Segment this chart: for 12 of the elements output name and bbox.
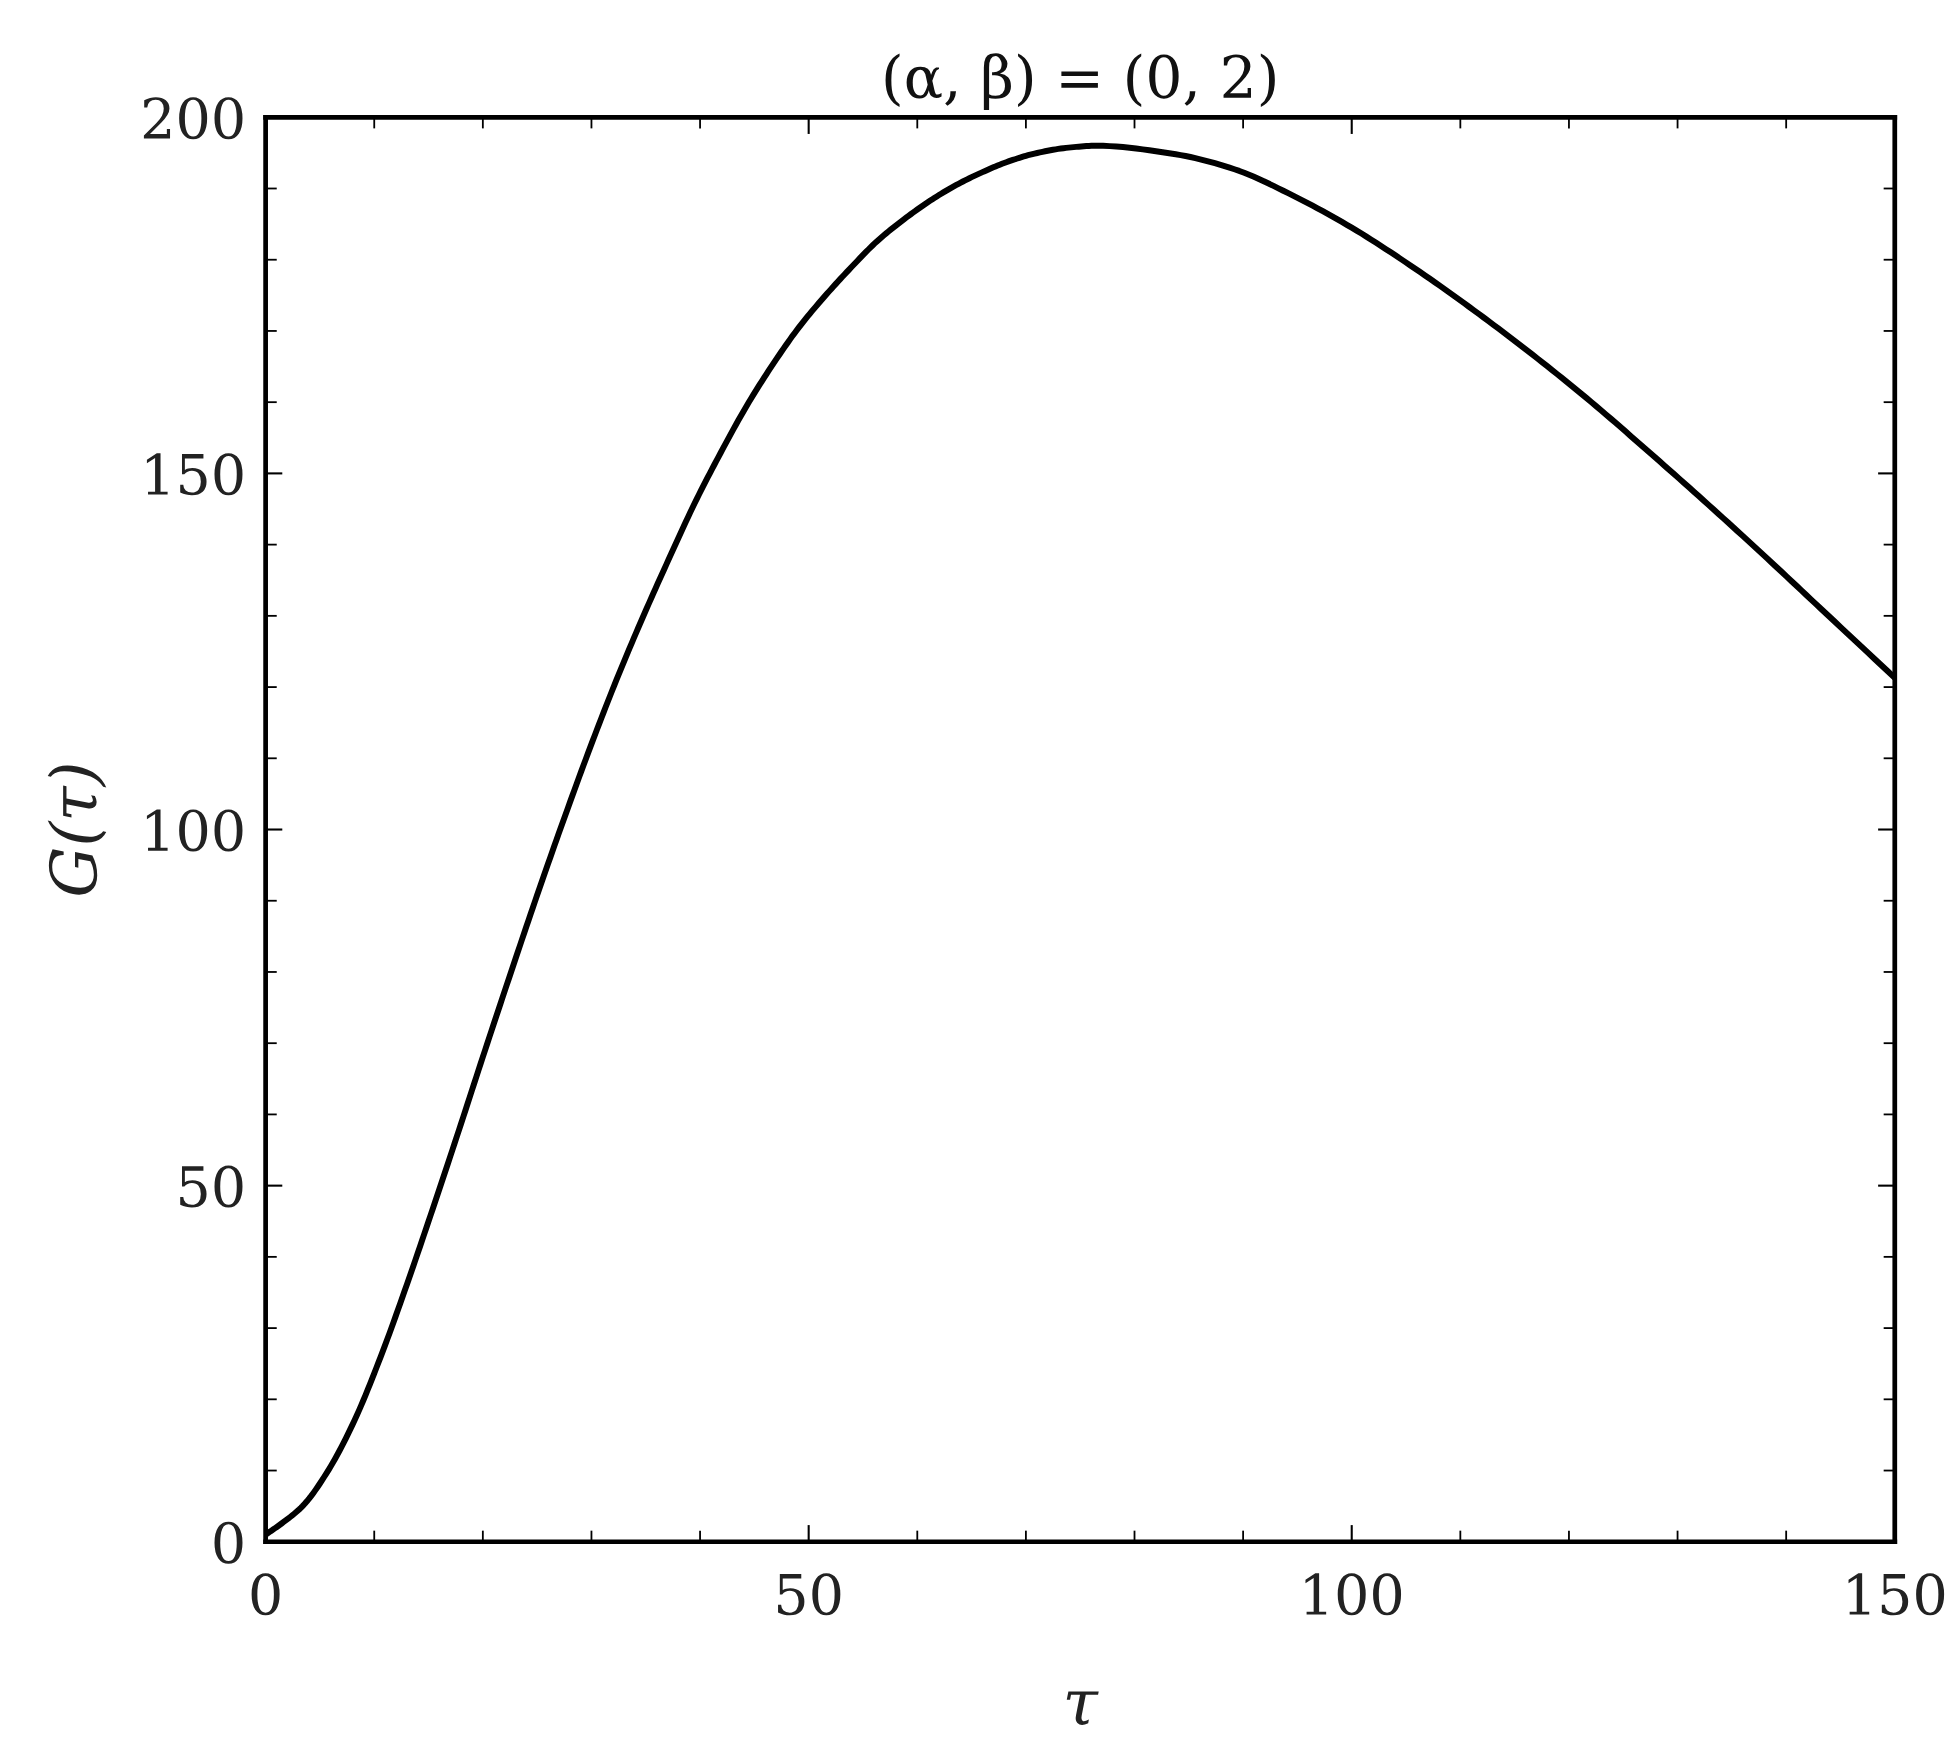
chart-title: (α, β) = (0, 2) [885,53,1275,110]
y-tick-label: 150 [146,453,243,496]
x-tick-label: 50 [778,1573,841,1616]
x-tick-label: 100 [1305,1573,1402,1616]
y-axis-title: G(τ) [47,765,107,895]
y-tick-label: 50 [180,1165,243,1208]
x-axis-title: τ [1066,1691,1099,1726]
x-tick-label: 0 [251,1573,280,1616]
y-tick-label: 200 [143,97,243,140]
y-tick-label: 0 [214,1521,243,1564]
x-tick-label: 150 [1848,1573,1945,1616]
y-tick-label: 100 [146,809,243,852]
